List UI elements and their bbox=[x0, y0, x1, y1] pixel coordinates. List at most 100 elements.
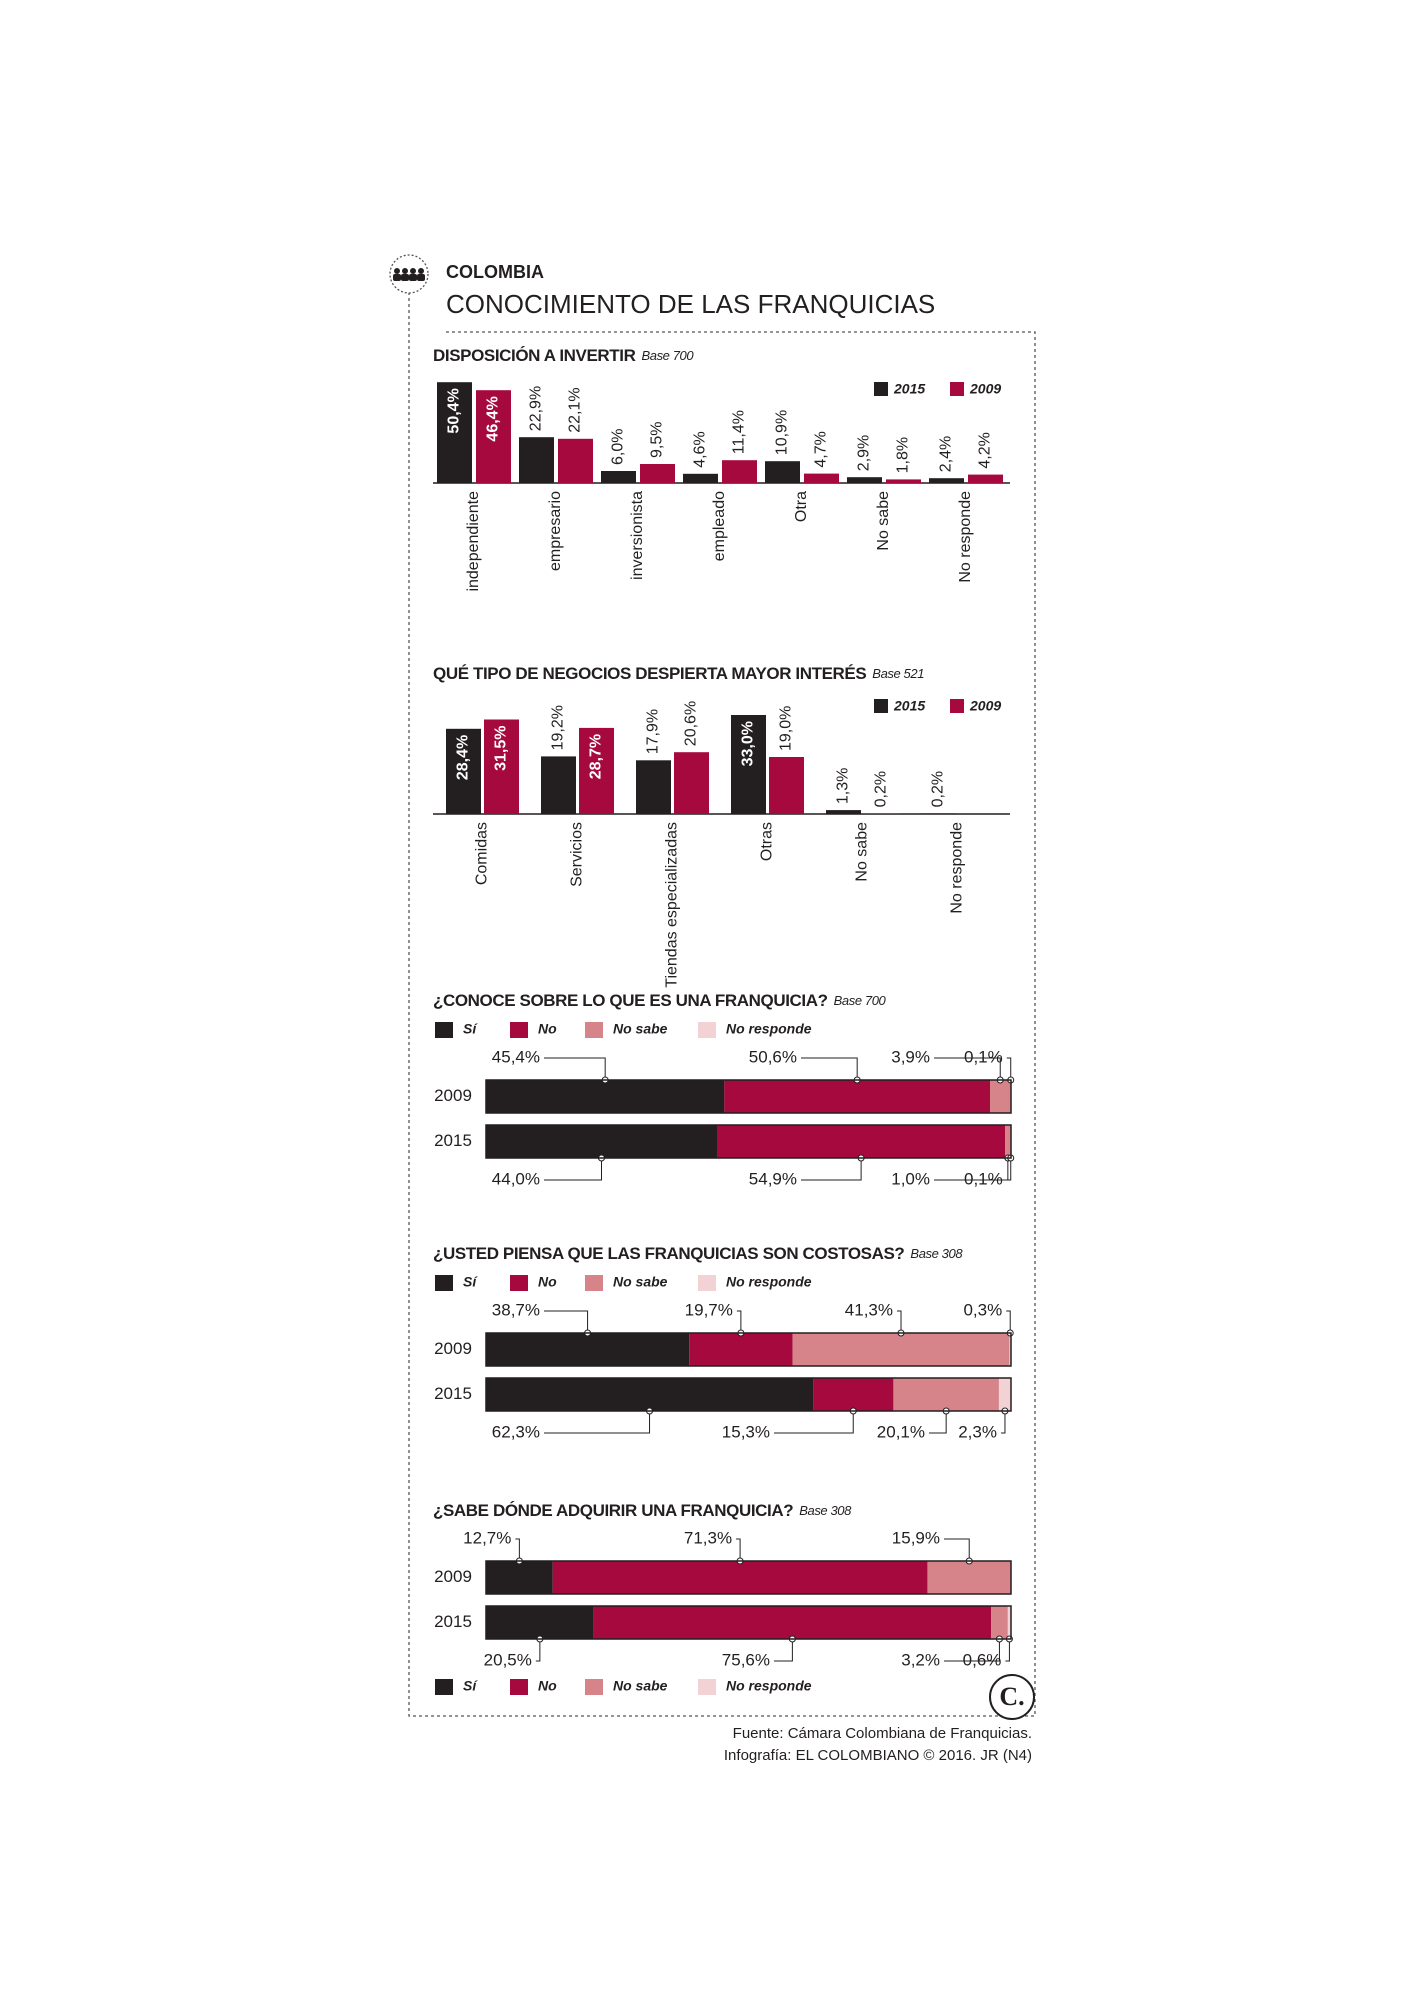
bar-segment bbox=[717, 1125, 1006, 1158]
bar-outline bbox=[485, 1332, 1012, 1367]
row-label: 2015 bbox=[434, 1612, 472, 1631]
legend-label: No sabe bbox=[613, 1021, 668, 1037]
legend-label: No bbox=[538, 1678, 557, 1694]
x-tick-label: inversionista bbox=[629, 491, 646, 580]
legend-swatch bbox=[510, 1275, 528, 1291]
bar-segment bbox=[893, 1378, 999, 1411]
value-label: 15,3% bbox=[722, 1422, 770, 1441]
bar-segment bbox=[486, 1333, 690, 1366]
leader-line bbox=[934, 1057, 1001, 1080]
bar bbox=[541, 756, 576, 814]
leader-line bbox=[944, 1538, 970, 1561]
value-label: 0,2% bbox=[873, 771, 890, 807]
leader-line bbox=[1005, 1639, 1010, 1662]
value-label: 50,4% bbox=[446, 388, 463, 433]
chart-title: ¿SABE DÓNDE ADQUIRIR UNA FRANQUICIA? bbox=[433, 1501, 793, 1520]
legend-swatch bbox=[950, 382, 964, 396]
leader-line bbox=[736, 1310, 742, 1333]
legend-label: No sabe bbox=[613, 1274, 668, 1290]
legend-label: No responde bbox=[726, 1021, 812, 1037]
value-label: 19,2% bbox=[550, 705, 567, 750]
legend-label: No responde bbox=[726, 1274, 812, 1290]
value-label: 2,4% bbox=[938, 436, 955, 472]
x-tick-label: No sabe bbox=[854, 822, 871, 882]
section-label: COLOMBIA bbox=[446, 262, 544, 282]
source: Fuente: Cámara Colombiana de Franquicias… bbox=[733, 1725, 1032, 1742]
chart-subtitle: Base 308 bbox=[910, 1246, 963, 1261]
bar-segment bbox=[1009, 1333, 1011, 1366]
x-tick-label: No responde bbox=[957, 491, 974, 583]
chart-subtitle: Base 521 bbox=[872, 666, 924, 681]
bar-segment bbox=[990, 1080, 1011, 1113]
value-label: 22,9% bbox=[528, 386, 545, 431]
leader-line bbox=[544, 1158, 602, 1181]
value-label: 19,7% bbox=[685, 1300, 733, 1319]
row-label: 2015 bbox=[434, 1131, 472, 1150]
value-label: 19,0% bbox=[778, 706, 795, 751]
legend-swatch bbox=[585, 1275, 603, 1291]
logo bbox=[989, 1674, 1035, 1720]
leader-line bbox=[544, 1411, 651, 1434]
chart-title: QUÉ TIPO DE NEGOCIOS DESPIERTA MAYOR INT… bbox=[433, 664, 866, 683]
bar bbox=[804, 473, 839, 483]
legend-label: No responde bbox=[726, 1678, 812, 1694]
value-label: 33,0% bbox=[740, 721, 757, 766]
leader-line bbox=[801, 1158, 862, 1181]
bar-segment bbox=[486, 1606, 594, 1639]
value-label: 28,4% bbox=[455, 735, 472, 780]
value-label: 0,1% bbox=[964, 1047, 1003, 1066]
legend-label: No bbox=[538, 1021, 557, 1037]
value-label: 0,3% bbox=[963, 1300, 1002, 1319]
bar-segment bbox=[1007, 1606, 1011, 1639]
legend-swatch bbox=[435, 1679, 453, 1695]
leader-line bbox=[1000, 1411, 1006, 1434]
bar bbox=[636, 760, 671, 814]
value-label: 0,6% bbox=[963, 1650, 1002, 1669]
value-label: 31,5% bbox=[493, 726, 510, 771]
leader-line bbox=[929, 1411, 947, 1434]
bar bbox=[446, 728, 481, 814]
leader-line bbox=[544, 1310, 589, 1333]
bar bbox=[579, 727, 614, 814]
leader-line bbox=[736, 1538, 741, 1561]
x-tick-label: empresario bbox=[547, 491, 564, 571]
bar bbox=[826, 810, 861, 814]
bar-segment bbox=[927, 1561, 1011, 1594]
bar bbox=[437, 382, 472, 483]
leader-line bbox=[897, 1310, 902, 1333]
leader-line bbox=[1006, 1158, 1012, 1181]
x-tick-label: Tiendas especializadas bbox=[664, 822, 681, 988]
value-label: 20,6% bbox=[683, 701, 700, 746]
legend-label: Sí bbox=[463, 1678, 478, 1694]
bar bbox=[731, 715, 766, 814]
value-label: 12,7% bbox=[463, 1528, 511, 1547]
row-label: 2009 bbox=[434, 1086, 472, 1105]
bar-segment bbox=[486, 1378, 814, 1411]
leader-line bbox=[1006, 1057, 1012, 1080]
chart-title-group: DISPOSICIÓN A INVERTIR Base 700 bbox=[433, 346, 694, 365]
bar bbox=[847, 477, 882, 483]
leader-line bbox=[944, 1639, 1000, 1662]
icon-people bbox=[393, 268, 425, 281]
value-label: 1,3% bbox=[835, 768, 852, 804]
bar-segment bbox=[991, 1606, 1008, 1639]
value-label: 45,4% bbox=[492, 1047, 540, 1066]
row-label: 2015 bbox=[434, 1384, 472, 1403]
x-tick-label: Otras bbox=[759, 822, 776, 861]
legend-label: No bbox=[538, 1274, 557, 1290]
legend-label: No sabe bbox=[613, 1678, 668, 1694]
chart-subtitle: Base 700 bbox=[834, 993, 887, 1008]
legend-swatch bbox=[585, 1022, 603, 1038]
bar bbox=[476, 390, 511, 483]
x-tick-label: Comidas bbox=[474, 822, 491, 885]
credit: Infografía: EL COLOMBIANO © 2016. JR (N4… bbox=[724, 1747, 1032, 1764]
bar bbox=[558, 438, 593, 483]
bar-outline bbox=[485, 1605, 1012, 1640]
value-label: 41,3% bbox=[845, 1300, 893, 1319]
value-label: 62,3% bbox=[492, 1422, 540, 1441]
value-label: 6,0% bbox=[610, 429, 627, 465]
bar bbox=[769, 757, 804, 814]
legend-swatch bbox=[698, 1022, 716, 1038]
bar bbox=[765, 461, 800, 483]
legend-label: 2009 bbox=[969, 698, 1001, 714]
